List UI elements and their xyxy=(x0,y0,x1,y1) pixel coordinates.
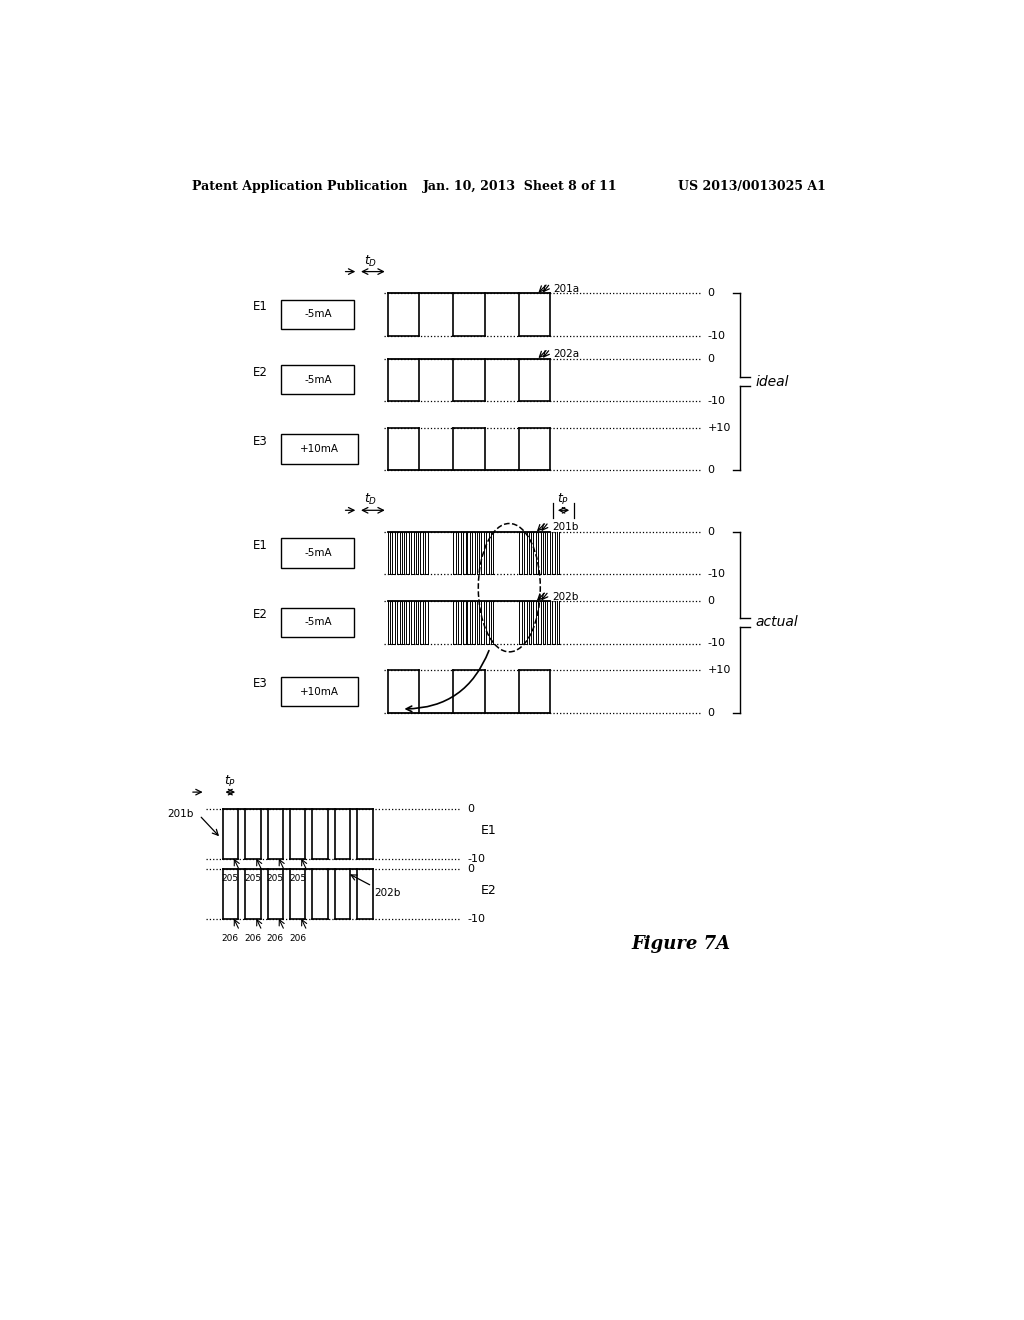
FancyBboxPatch shape xyxy=(282,539,354,568)
Text: 201b: 201b xyxy=(167,809,194,818)
Text: 0: 0 xyxy=(467,865,474,874)
FancyBboxPatch shape xyxy=(282,607,354,638)
Text: $t_D$: $t_D$ xyxy=(364,492,377,507)
Text: 202b: 202b xyxy=(375,888,400,899)
Text: -10: -10 xyxy=(467,915,485,924)
Text: $t_D$: $t_D$ xyxy=(364,253,377,268)
Text: 205: 205 xyxy=(222,874,239,883)
Text: 0: 0 xyxy=(708,465,715,475)
Text: 206: 206 xyxy=(244,933,261,942)
FancyBboxPatch shape xyxy=(282,300,354,329)
Text: -10: -10 xyxy=(708,639,726,648)
Text: -10: -10 xyxy=(708,569,726,579)
Text: 0: 0 xyxy=(467,804,474,814)
Text: E1: E1 xyxy=(253,300,267,313)
Text: E2: E2 xyxy=(480,884,497,896)
Text: -5mA: -5mA xyxy=(304,309,332,319)
Text: 205: 205 xyxy=(244,874,261,883)
Text: 206: 206 xyxy=(222,933,239,942)
Text: E2: E2 xyxy=(253,366,267,379)
Text: 0: 0 xyxy=(708,354,715,363)
Text: 201a: 201a xyxy=(554,284,580,293)
Text: 0: 0 xyxy=(708,597,715,606)
Text: actual: actual xyxy=(756,615,799,630)
FancyBboxPatch shape xyxy=(282,677,358,706)
Text: 0: 0 xyxy=(708,708,715,718)
Text: Jan. 10, 2013  Sheet 8 of 11: Jan. 10, 2013 Sheet 8 of 11 xyxy=(423,180,617,193)
Text: 202a: 202a xyxy=(554,348,580,359)
Text: -10: -10 xyxy=(467,854,485,865)
Text: ideal: ideal xyxy=(756,375,790,388)
Text: $t_P$: $t_P$ xyxy=(224,774,237,789)
Text: 0: 0 xyxy=(708,288,715,298)
Text: E3: E3 xyxy=(253,677,267,690)
Text: +10mA: +10mA xyxy=(300,444,339,454)
Text: US 2013/0013025 A1: US 2013/0013025 A1 xyxy=(678,180,826,193)
Text: 206: 206 xyxy=(289,933,306,942)
Text: 205: 205 xyxy=(266,874,284,883)
Text: -5mA: -5mA xyxy=(304,548,332,558)
Text: +10mA: +10mA xyxy=(300,686,339,697)
Text: -10: -10 xyxy=(708,330,726,341)
Text: 0: 0 xyxy=(708,527,715,537)
Text: 201b: 201b xyxy=(552,523,579,532)
Text: -5mA: -5mA xyxy=(304,375,332,384)
FancyBboxPatch shape xyxy=(282,366,354,395)
Text: E1: E1 xyxy=(253,539,267,552)
FancyBboxPatch shape xyxy=(282,434,358,463)
Text: +10: +10 xyxy=(708,422,731,433)
Text: 202b: 202b xyxy=(552,591,579,602)
Text: Patent Application Publication: Patent Application Publication xyxy=(191,180,408,193)
Text: Figure 7A: Figure 7A xyxy=(632,935,731,953)
Text: E3: E3 xyxy=(253,434,267,447)
Text: -5mA: -5mA xyxy=(304,618,332,627)
Text: +10: +10 xyxy=(708,665,731,676)
Text: E1: E1 xyxy=(480,824,497,837)
Text: $t_P$: $t_P$ xyxy=(557,492,569,507)
Text: 206: 206 xyxy=(266,933,284,942)
Text: 205: 205 xyxy=(289,874,306,883)
Text: E2: E2 xyxy=(253,609,267,622)
Text: -10: -10 xyxy=(708,396,726,407)
